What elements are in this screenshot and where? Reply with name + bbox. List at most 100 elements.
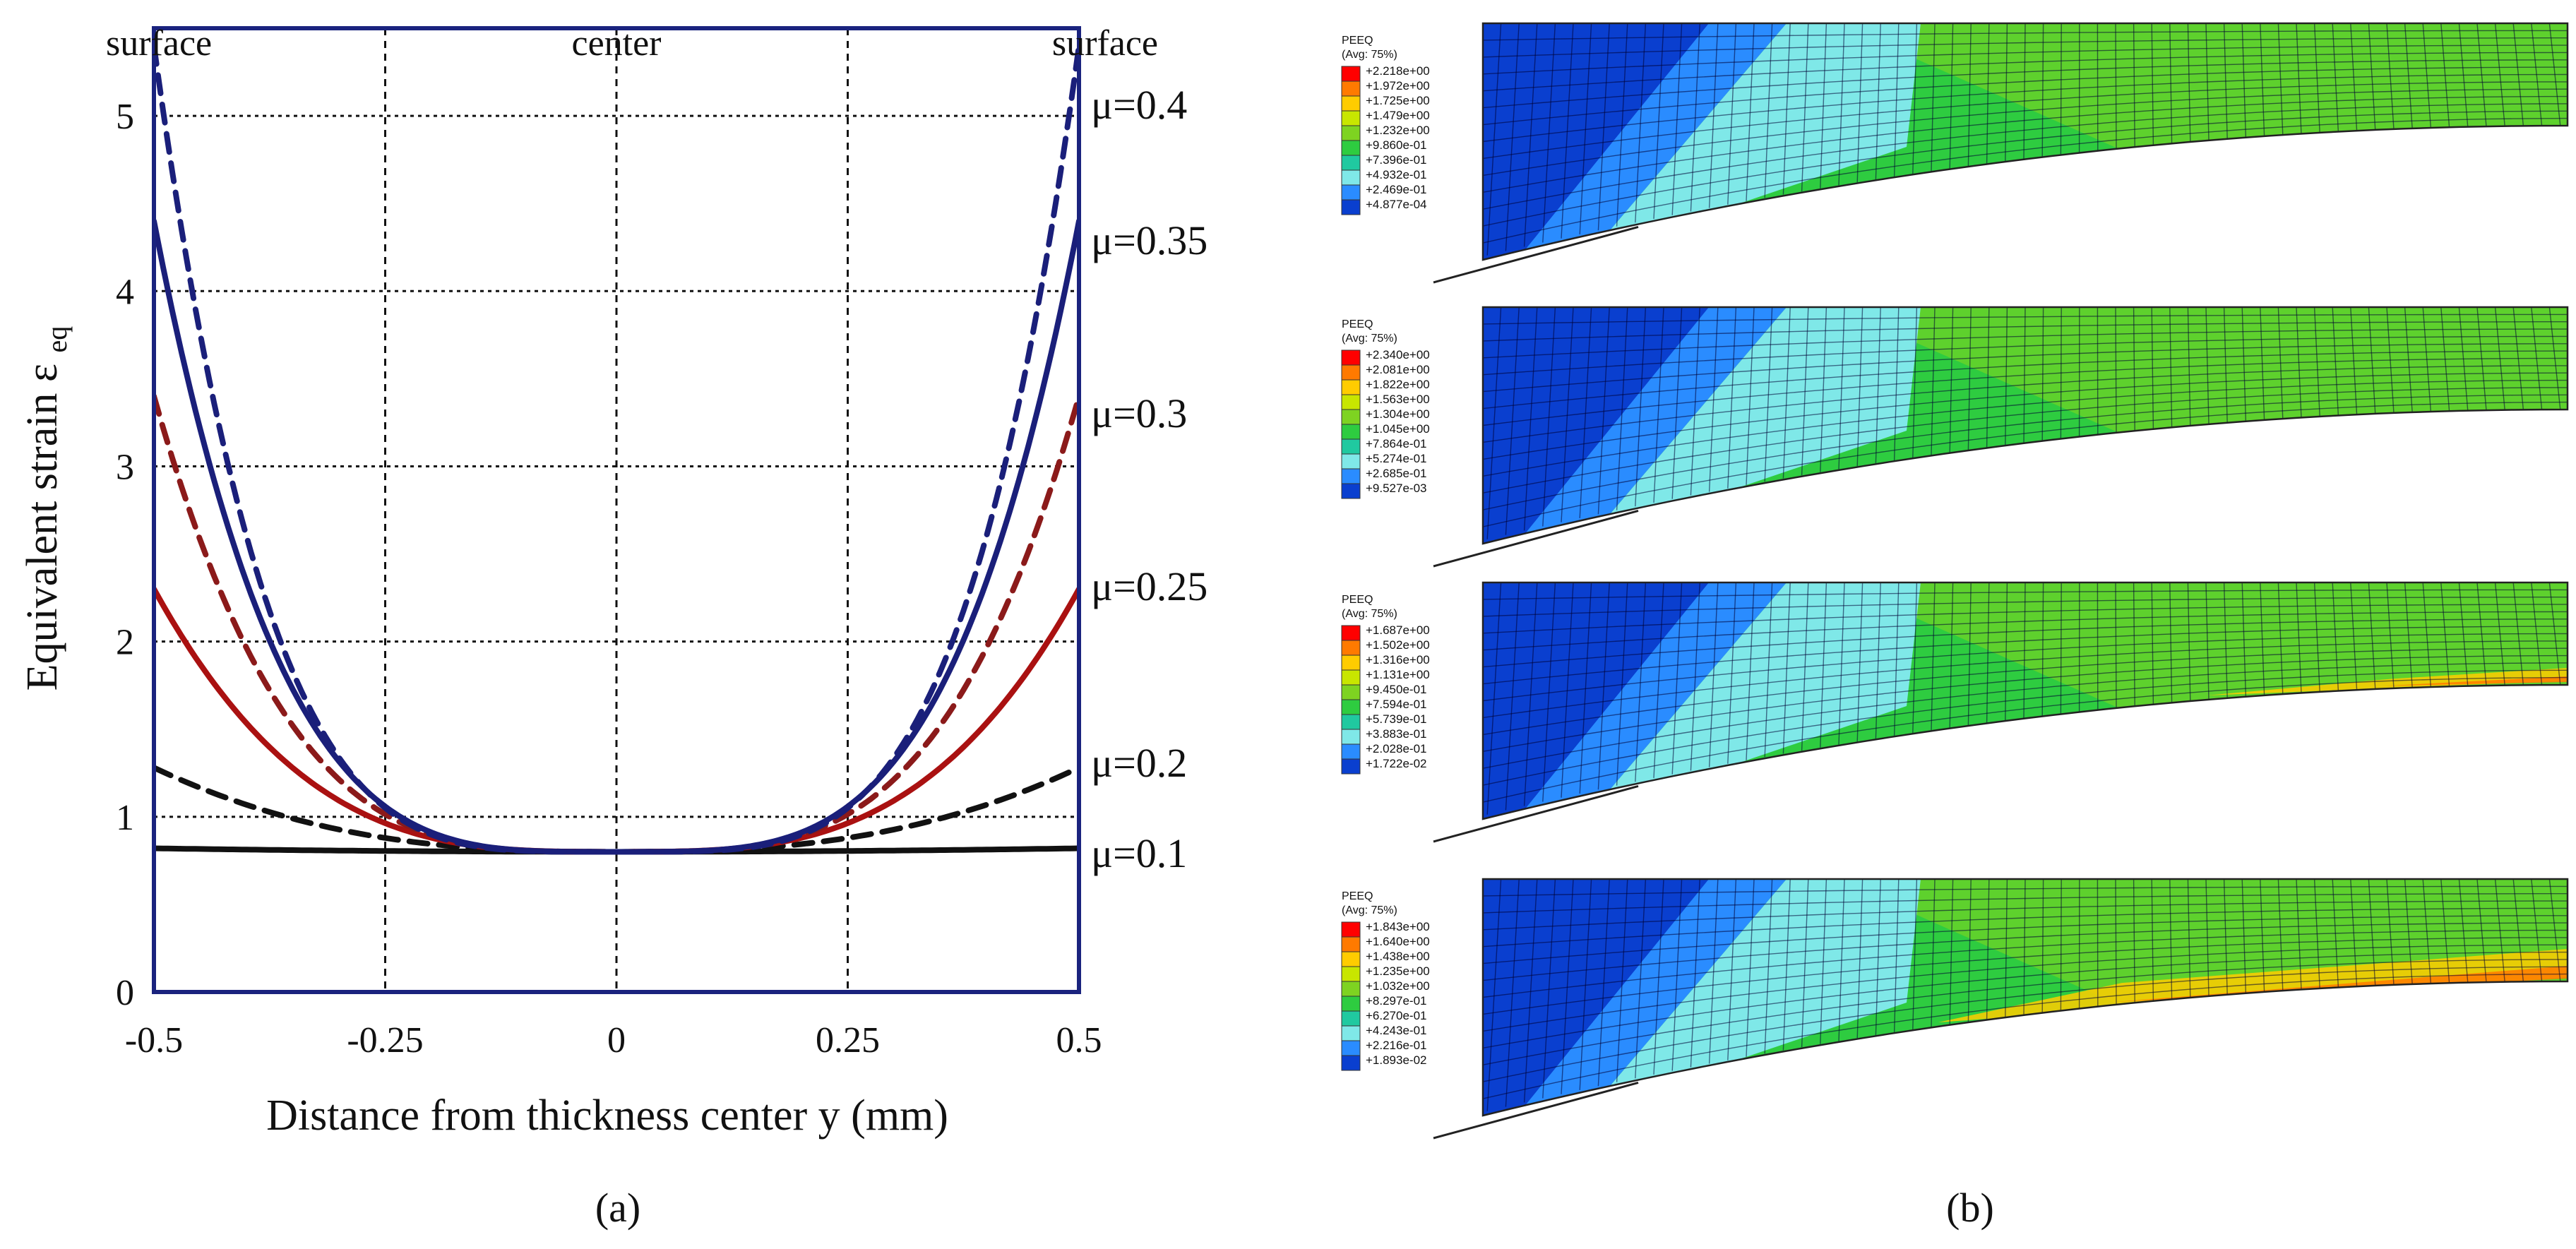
fem-legend-value: +1.640e+00 (1366, 935, 1430, 948)
y-tick-label: 1 (116, 798, 134, 838)
fem-legend-swatch (1342, 410, 1360, 424)
fem-legend-value: +1.722e-02 (1366, 757, 1427, 770)
fem-legend-value: +2.685e-01 (1366, 467, 1427, 480)
fem-legend-title: PEEQ (1342, 35, 1373, 47)
x-tick-label: 0 (607, 1020, 626, 1060)
fem-legend-swatch (1342, 922, 1360, 937)
fem-legend-swatch (1342, 996, 1360, 1011)
fem-legend-swatch (1342, 1056, 1360, 1070)
fem-legend-value: +7.864e-01 (1366, 437, 1427, 450)
y-tick-label: 4 (116, 272, 134, 312)
fem-legend-subtitle: (Avg: 75%) (1342, 333, 1397, 345)
fem-legend-swatch (1342, 981, 1360, 996)
fem-legend-value: +4.243e-01 (1366, 1024, 1427, 1037)
fem-legend-value: +1.972e+00 (1366, 79, 1430, 92)
fem-legend-swatch (1342, 1026, 1360, 1041)
fem-legend-value: +8.297e-01 (1366, 994, 1427, 1008)
series-label-1: μ=0.2 (1091, 740, 1187, 786)
fem-legend-value: +1.032e+00 (1366, 979, 1430, 993)
fem-legend-value: +1.304e+00 (1366, 407, 1430, 421)
fem-legend-value: +6.270e-01 (1366, 1009, 1427, 1022)
fem-legend-value: +1.725e+00 (1366, 94, 1430, 107)
fem-panel-2: PEEQ(Avg: 75%)+1.687e+00+1.502e+00+1.316… (1342, 579, 2568, 842)
fem-panels-b: PEEQ(Avg: 75%)+2.218e+00+1.972e+00+1.725… (1342, 20, 2568, 1138)
series-label-4: μ=0.35 (1091, 217, 1208, 263)
fem-legend-value: +1.438e+00 (1366, 950, 1430, 963)
fem-panel-3: PEEQ(Avg: 75%)+1.843e+00+1.640e+00+1.438… (1342, 876, 2568, 1138)
y-tick-label: 5 (116, 97, 134, 137)
y-tick-label: 0 (116, 973, 134, 1013)
svg-text:Equivalent strain ε: Equivalent strain ε eq (18, 326, 73, 691)
fem-contour-body (1483, 20, 2568, 274)
panel-label-a: (a) (595, 1185, 640, 1231)
fem-legend-value: +9.450e-01 (1366, 683, 1427, 696)
fem-legend-value: +1.479e+00 (1366, 109, 1430, 122)
series-label-5: μ=0.4 (1091, 82, 1187, 128)
fem-legend-swatch (1342, 170, 1360, 185)
fem-legend-value: +5.274e-01 (1366, 452, 1427, 465)
y-tick-label: 3 (116, 447, 134, 487)
fem-legend-subtitle: (Avg: 75%) (1342, 49, 1397, 61)
fem-legend-swatch (1342, 700, 1360, 715)
fem-legend-value: +5.739e-01 (1366, 712, 1427, 726)
fem-legend-value: +4.877e-04 (1366, 198, 1427, 211)
fem-legend-swatch (1342, 967, 1360, 981)
fem-legend-value: +3.883e-01 (1366, 727, 1427, 741)
fem-legend-title: PEEQ (1342, 318, 1373, 330)
fem-legend-value: +7.594e-01 (1366, 698, 1427, 711)
x-tick-label: 0.5 (1056, 1020, 1102, 1060)
fem-legend-value: +2.028e-01 (1366, 742, 1427, 755)
fem-panel-1: PEEQ(Avg: 75%)+2.340e+00+2.081e+00+1.822… (1342, 304, 2568, 566)
series-labels: μ=0.1μ=0.2μ=0.25μ=0.3μ=0.35μ=0.4 (1091, 82, 1208, 876)
fem-legend-swatch (1342, 640, 1360, 655)
fem-legend-value: +1.822e+00 (1366, 378, 1430, 391)
fem-legend-subtitle: (Avg: 75%) (1342, 904, 1397, 916)
y-tick-labels: 0 1 2 3 4 5 (116, 97, 134, 1013)
y-axis-label: Equivalent strain ε eq (18, 326, 73, 691)
fem-legend-swatch (1342, 655, 1360, 670)
y-tick-label: 2 (116, 623, 134, 663)
fem-legend-title: PEEQ (1342, 890, 1373, 902)
series-label-2: μ=0.25 (1091, 563, 1208, 609)
series-label-0: μ=0.1 (1091, 830, 1187, 876)
fem-legend-swatch (1342, 96, 1360, 111)
fem-legend-value: +9.860e-01 (1366, 138, 1427, 152)
fem-legend-swatch (1342, 365, 1360, 380)
fem-legend-swatch (1342, 111, 1360, 126)
fem-legend-value: +2.469e-01 (1366, 183, 1427, 196)
top-label-right: surface (1052, 23, 1158, 64)
fem-legend-value: +2.216e-01 (1366, 1039, 1427, 1052)
fem-legend-value: +4.932e-01 (1366, 168, 1427, 181)
fem-legend-value: +7.396e-01 (1366, 153, 1427, 167)
fem-legend-value: +1.563e+00 (1366, 393, 1430, 406)
fem-legend-swatch (1342, 200, 1360, 215)
fem-legend-value: +1.045e+00 (1366, 422, 1430, 436)
x-axis-label: Distance from thickness center y (mm) (266, 1092, 948, 1140)
x-tick-label: 0.25 (816, 1020, 880, 1060)
fem-legend-swatch (1342, 395, 1360, 410)
fem-legend-swatch (1342, 744, 1360, 759)
fem-legend-swatch (1342, 626, 1360, 640)
top-label-center: center (571, 23, 661, 64)
fem-legend-value: +1.893e-02 (1366, 1053, 1427, 1067)
fem-legend-value: +1.316e+00 (1366, 653, 1430, 667)
fem-legend-value: +9.527e-03 (1366, 482, 1427, 495)
fem-legend-swatch (1342, 81, 1360, 96)
fem-legend-swatch (1342, 715, 1360, 729)
fem-legend-swatch (1342, 66, 1360, 81)
fem-legend-value: +1.502e+00 (1366, 638, 1430, 652)
fem-legend-swatch (1342, 454, 1360, 469)
fem-legend-swatch (1342, 155, 1360, 170)
x-tick-label: -0.5 (125, 1020, 183, 1060)
y-axis-label-sub: eq (41, 326, 73, 353)
fem-legend-subtitle: (Avg: 75%) (1342, 608, 1397, 620)
fem-legend-swatch (1342, 1011, 1360, 1026)
fem-legend-swatch (1342, 759, 1360, 774)
fem-legend-swatch (1342, 185, 1360, 200)
fem-contour-body (1483, 876, 2568, 1130)
panel-label-b: (b) (1946, 1185, 1994, 1231)
